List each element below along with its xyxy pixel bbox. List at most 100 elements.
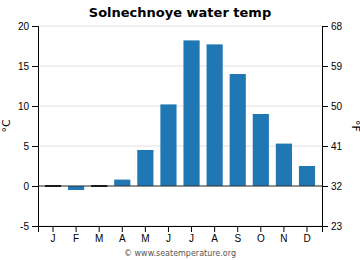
grid-line: [38, 106, 322, 107]
annotation: © www.seatemperature.org: [124, 249, 236, 258]
tick-label: A: [211, 233, 218, 244]
tick-label: 23: [331, 221, 343, 232]
tick-mark: [322, 146, 328, 147]
grid-line: [38, 26, 322, 27]
bar: [183, 40, 199, 186]
y2-axis: 23 32 41 50 59 68: [322, 21, 343, 232]
bar: [68, 186, 84, 190]
tick: A: [119, 226, 126, 244]
tick-label: 15: [18, 61, 30, 72]
grid-line: [38, 186, 322, 187]
tick-label: 68: [331, 21, 343, 32]
tick-mark: [32, 186, 38, 187]
tick-label: M: [141, 233, 149, 244]
tick-label: J: [166, 233, 171, 244]
tick-label: O: [257, 233, 265, 244]
tick: 10: [18, 101, 38, 112]
axis-line: [32, 27, 39, 227]
tick: J: [189, 226, 194, 244]
axis-line: [39, 227, 323, 233]
tick: S: [234, 226, 241, 244]
grid: [38, 26, 322, 226]
tick-label: 59: [331, 61, 343, 72]
grid-line: [38, 66, 322, 67]
bar: [137, 150, 153, 186]
tick-label: N: [280, 233, 287, 244]
tick-label: 41: [331, 141, 343, 152]
tick-mark: [322, 186, 328, 187]
tick-label: 50: [331, 101, 343, 112]
tick-mark: [53, 226, 54, 232]
tick-mark: [306, 226, 307, 232]
plot: J F M A M J J A S O N D -5 0 5 10 15 20 23 32 41 50 59 68: [18, 21, 343, 244]
tick-label: 5: [23, 141, 29, 152]
tick-mark: [32, 26, 38, 27]
tick: M: [141, 226, 149, 244]
tick: 50: [322, 101, 343, 112]
tick: 23: [322, 221, 343, 232]
bar: [253, 114, 269, 186]
tick: F: [73, 226, 79, 244]
title: Solnechnoye water temp: [89, 5, 271, 20]
tick: N: [280, 226, 287, 244]
axis-line: [323, 27, 329, 227]
tick-mark: [76, 226, 77, 232]
tick-mark: [32, 226, 38, 227]
tick: 68: [322, 21, 343, 32]
chart: J F M A M J J A S O N D -5 0 5 10 15 20 23 32 41 50 59 68 °C °F So…: [0, 0, 360, 260]
tick-label: J: [189, 233, 194, 244]
tick-label: A: [119, 233, 126, 244]
tick-label: 20: [18, 21, 30, 32]
tick-label: 10: [18, 101, 30, 112]
tick: D: [303, 226, 310, 244]
bar: [160, 104, 176, 186]
bar: [276, 144, 292, 186]
tick-label: M: [95, 233, 103, 244]
tick-mark: [122, 226, 123, 232]
tick-mark: [322, 226, 328, 227]
tick: -5: [20, 221, 38, 232]
tick: 32: [322, 181, 343, 192]
tick-label: 0: [23, 181, 29, 192]
tick-mark: [191, 226, 192, 232]
y-axis: -5 0 5 10 15 20: [18, 21, 39, 232]
tick-label: D: [303, 233, 310, 244]
tick-mark: [145, 226, 146, 232]
tick: J: [166, 226, 171, 244]
bar: [230, 74, 246, 186]
tick-mark: [322, 106, 328, 107]
tick: J: [51, 226, 56, 244]
tick-mark: [237, 226, 238, 232]
tick: A: [211, 226, 218, 244]
tick: 5: [23, 141, 38, 152]
tick-mark: [99, 226, 100, 232]
x-axis: JFMAMJJASOND: [39, 226, 323, 244]
tick-mark: [260, 226, 261, 232]
tick-mark: [32, 66, 38, 67]
tick-mark: [168, 226, 169, 232]
tick: O: [257, 226, 265, 244]
bar: [207, 44, 223, 186]
tick-mark: [32, 146, 38, 147]
zero-line: [38, 186, 322, 187]
tick-mark: [32, 106, 38, 107]
tick-mark: [322, 66, 328, 67]
tick: 41: [322, 141, 343, 152]
tick: 0: [23, 181, 38, 192]
tick-mark: [283, 226, 284, 232]
tick: 15: [18, 61, 38, 72]
tick-label: F: [73, 233, 79, 244]
bar: [114, 180, 130, 186]
tick-mark: [214, 226, 215, 232]
tick-mark: [322, 26, 328, 27]
tick: M: [95, 226, 103, 244]
y2-axis-title: °F: [349, 120, 360, 132]
y-axis-title: °C: [0, 119, 13, 133]
tick: 59: [322, 61, 343, 72]
tick-label: -5: [20, 221, 29, 232]
bars: [45, 40, 315, 190]
tick-label: 32: [331, 181, 343, 192]
tick-label: J: [51, 233, 56, 244]
bar: [299, 166, 315, 186]
tick-label: S: [234, 233, 241, 244]
